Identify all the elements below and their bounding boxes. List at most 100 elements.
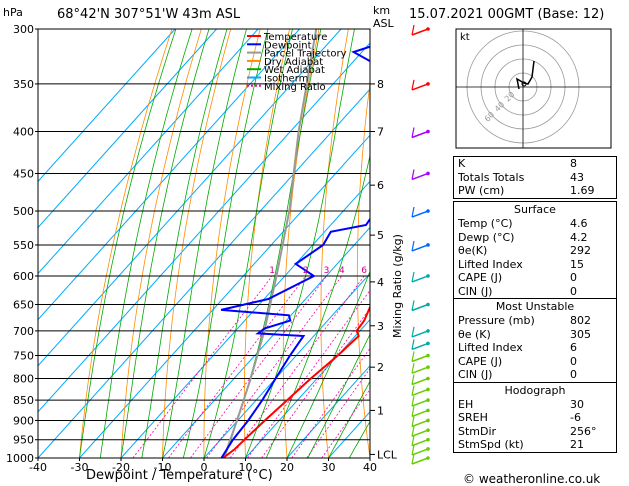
dry-adiabat-line <box>427 29 453 458</box>
pressure-tick-label: 600 <box>13 270 34 283</box>
pressure-tick-label: 1000 <box>6 452 34 465</box>
temperature-tick-label: 40 <box>363 461 377 474</box>
hodograph-param-row: StmSpd (kt) 21 <box>458 438 584 451</box>
temperature-line <box>222 304 370 458</box>
legend-entry-label: Mixing Ratio <box>264 82 326 93</box>
wind-barb-staff <box>411 429 429 437</box>
wind-barb-staff <box>411 172 429 181</box>
wind-barb-staff <box>411 130 429 139</box>
location-label: 68°42'N 307°51'W 43m ASL <box>57 7 241 22</box>
hodograph-storm-motion <box>521 81 527 87</box>
height-tick-label: 5 <box>377 229 384 242</box>
hodograph-kt-label: kt <box>460 32 470 43</box>
mixing-ratio-axis-label: Mixing Ratio (g/kg) <box>391 234 404 338</box>
x-axis-label: Dewpoint / Temperature (°C) <box>86 468 273 483</box>
height-tick-label: 1 <box>377 404 384 417</box>
temperature-tick-label: -10 <box>154 461 172 474</box>
wet-adiabat-line <box>265 153 370 458</box>
isotherm-line <box>286 365 370 458</box>
wind-barb-staff <box>411 457 429 465</box>
datetime-label: 15.07.2021 00GMT (Base: 12) <box>409 7 605 22</box>
surface-row: Dewp (°C) 4.2 <box>458 230 588 244</box>
isotherm-line <box>38 29 342 367</box>
asl-unit-label: ASL <box>373 17 394 30</box>
hodograph-param-row: EH 30 <box>458 397 584 411</box>
mixing-ratio-line <box>190 275 327 458</box>
wind-barb-flag <box>411 79 415 91</box>
pressure-tick-label: 850 <box>13 394 34 407</box>
wind-barb-staff <box>411 366 429 374</box>
legend-entry-label: Wet Adiabat <box>264 65 325 76</box>
surface-title: Surface <box>514 203 556 216</box>
wind-barb-staff <box>411 354 429 363</box>
hodograph-params-title: Hodograph <box>454 381 616 398</box>
most-unstable-row: CAPE (J) 0 <box>458 354 577 368</box>
wind-barb-staff <box>411 399 429 407</box>
wind-barb-flag <box>411 395 415 407</box>
legend-entry-label: Parcel Trajectory <box>264 49 347 60</box>
mixing-ratio-label: 16 <box>416 266 428 276</box>
legend-entry-label: Isotherm <box>264 74 308 85</box>
temperature-tick-label: 30 <box>322 461 336 474</box>
height-tick-label: 4 <box>377 276 384 289</box>
plot-area: 1 2 3 4 6 8 10 16 20 25 <box>38 29 453 458</box>
wind-barb-dot <box>426 129 430 134</box>
wind-barb-flag <box>411 406 415 417</box>
temperature-tick-label: 10 <box>239 461 253 474</box>
wet-adiabat-line <box>120 29 210 458</box>
wind-barb-flag <box>411 326 415 338</box>
isotherm-line <box>120 180 370 458</box>
isotherm-line <box>38 29 300 321</box>
wind-barb-staff <box>411 28 429 36</box>
isotherm-line <box>162 226 370 458</box>
most-unstable-row: CIN (J) 0 <box>458 368 577 381</box>
wind-barb-dot <box>426 274 430 278</box>
pressure-tick-label: 900 <box>13 414 34 427</box>
wind-barb-staff <box>411 330 429 338</box>
wind-barb-flag <box>411 351 415 362</box>
wind-barb-flag <box>411 127 415 138</box>
temperature-tick-label: 20 <box>280 461 294 474</box>
index-row-totals: Totals Totals 43 <box>458 170 584 184</box>
mixing-ratio-label: 8 <box>378 266 384 276</box>
hodograph-param-row: StmDir 256° <box>458 424 597 438</box>
wind-barb-staff <box>411 419 429 428</box>
wet-adiabat-line <box>162 29 247 458</box>
mixing-ratio-label: 1 <box>269 266 275 276</box>
wind-barb-staff <box>411 439 429 447</box>
pressure-tick-label: 500 <box>13 205 34 218</box>
wind-barb-dot <box>426 341 430 346</box>
plot-frame <box>37 28 371 459</box>
surface-table: Surface Temp (°C) 4.6 Dewp (°C) 4.2 θe(K) 2… <box>453 201 617 453</box>
isotherm-line <box>79 134 370 458</box>
wind-barb-dot <box>426 171 430 176</box>
mixing-ratio-line <box>321 388 370 458</box>
wind-barb-staff <box>411 210 429 218</box>
wind-barb-flag <box>411 271 415 283</box>
wet-adiabat-line <box>182 29 269 458</box>
isotherm-line <box>38 29 217 229</box>
legend-entry-label: Dry Adiabat <box>264 57 323 68</box>
height-tick-label: 2 <box>377 361 384 374</box>
dry-adiabat-line <box>203 29 261 458</box>
legend-entry-label: Temperature <box>263 32 327 43</box>
mixing-ratio-line <box>206 275 343 458</box>
pressure-tick-label: 300 <box>13 23 34 36</box>
wind-barb-staff <box>411 303 429 312</box>
pressure-tick-label: 350 <box>13 78 34 91</box>
wet-adiabat-line <box>307 333 370 458</box>
wind-barb-flag <box>411 300 415 311</box>
index-row-pw: PW (cm) 1.69 <box>458 184 595 197</box>
most-unstable-row: Pressure (mb) 802 <box>458 314 591 327</box>
wind-barb-staff <box>411 275 429 283</box>
wind-barb-flag <box>411 339 415 350</box>
copyright-footer: © weatheronline.co.uk <box>463 472 601 486</box>
temperature-tick-label: -20 <box>112 461 130 474</box>
wind-barb-dot <box>426 353 430 358</box>
height-tick-label: 3 <box>377 320 384 333</box>
wind-barb-flag <box>411 363 415 374</box>
pressure-tick-label: 400 <box>13 126 34 139</box>
height-tick-label: LCL <box>377 448 398 461</box>
